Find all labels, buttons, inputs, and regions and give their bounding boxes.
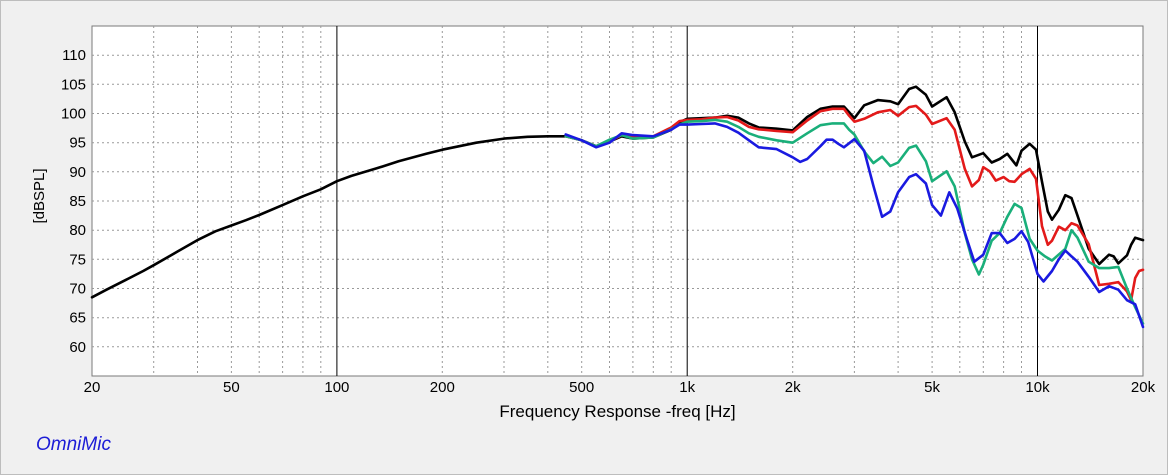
y-tick-label: 90	[69, 164, 86, 181]
x-axis-label: Frequency Response -freq [Hz]	[499, 402, 735, 421]
x-tick-label: 200	[430, 379, 455, 396]
major-grid	[336, 26, 1038, 376]
brand-label: OmniMic	[36, 434, 111, 455]
y-tick-label: 75	[69, 251, 86, 268]
y-tick-label: 95	[69, 135, 86, 152]
x-tick-label: 2k	[785, 379, 801, 396]
x-tick-label: 5k	[924, 379, 940, 396]
y-tick-labels: 60 65 70 75 80 85 90 95 100 105 110	[61, 47, 86, 356]
y-tick-label: 85	[69, 193, 86, 210]
series-line-3	[564, 118, 1145, 325]
series-line-4	[564, 122, 1145, 329]
x-tick-label: 20k	[1131, 379, 1156, 396]
y-tick-label: 70	[69, 281, 86, 298]
minor-grid	[92, 26, 1143, 376]
y-axis-label: [dBSPL]	[31, 168, 48, 223]
y-tick-label: 80	[69, 222, 86, 239]
series-layer	[90, 85, 1145, 329]
x-tick-label: 100	[324, 379, 349, 396]
x-tick-labels: 20 50 100 200 500 1k 2k 5k 10k 20k	[84, 379, 1156, 396]
x-tick-label: 20	[84, 379, 101, 396]
x-tick-label: 1k	[679, 379, 695, 396]
y-tick-label: 105	[61, 76, 86, 93]
x-tick-label: 10k	[1025, 379, 1050, 396]
series-line-2	[564, 104, 1145, 302]
series-line-1	[90, 85, 1145, 299]
y-tick-label: 110	[62, 47, 86, 64]
x-tick-label: 50	[223, 379, 240, 396]
y-tick-label: 65	[69, 310, 86, 327]
y-tick-label: 100	[61, 106, 86, 123]
x-tick-label: 500	[569, 379, 594, 396]
y-tick-label: 60	[69, 339, 86, 356]
